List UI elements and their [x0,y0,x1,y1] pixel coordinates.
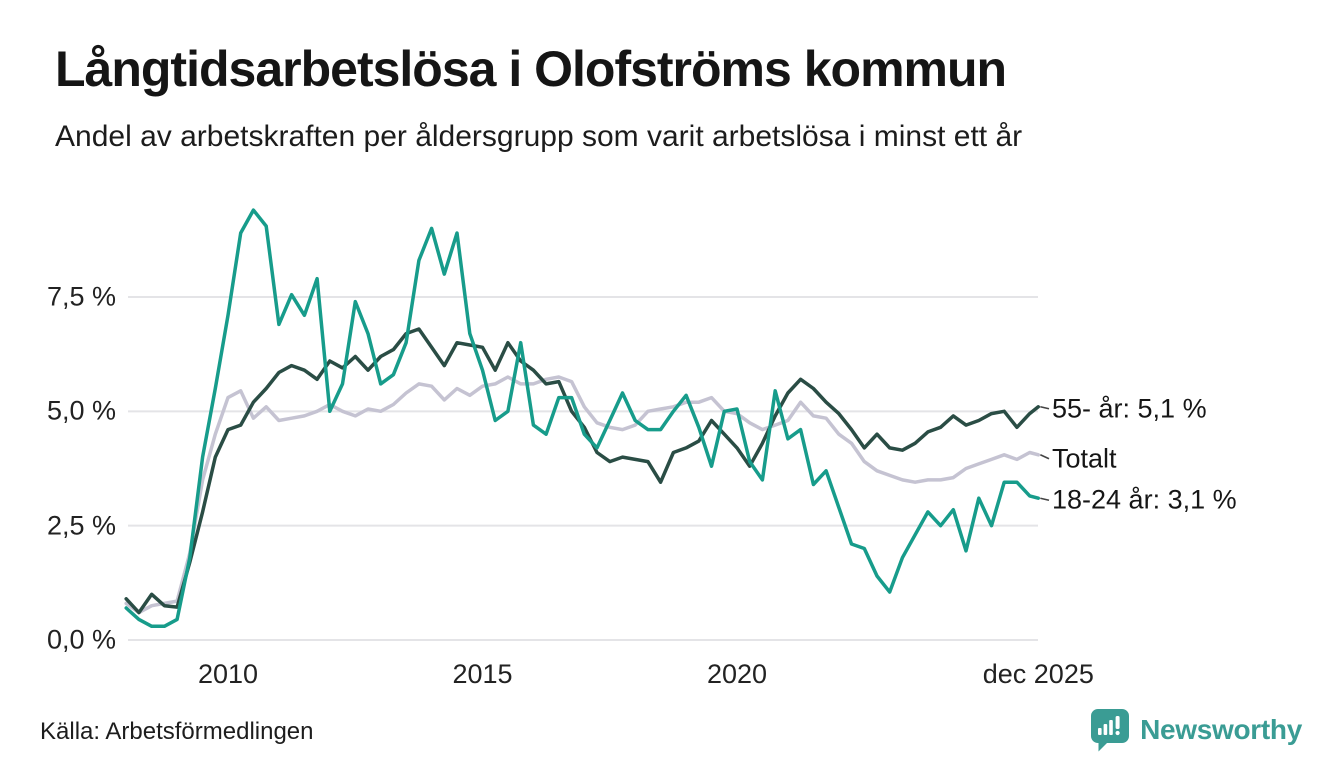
connector-18-24-ar [1040,497,1050,502]
end-label-totalt: Totalt [1052,443,1117,474]
x-tick-2020: 2020 [706,659,768,689]
logo-bar-medium [1103,724,1108,735]
x-tick-2015: 2015 [452,659,513,689]
connector-55-ar [1040,405,1050,410]
label-connectors [1039,405,1050,502]
logo-exclamation-dot [1115,730,1120,736]
series-line-totalt [124,375,1041,615]
page-subtitle: Andel av arbetskraften per åldersgrupp s… [55,120,1023,153]
connector-totalt [1039,454,1050,460]
gridlines [128,296,1038,641]
newsworthy-wordmark: Newsworthy [1140,714,1302,745]
newsworthy-brand: Newsworthy [1090,708,1302,752]
y-tick-7-5: 7,5 % [46,281,116,312]
x-tick-2010: 2010 [197,659,259,689]
logo-bar-tall [1109,720,1113,735]
end-label-18-24-ar: 18-24 år: 3,1 % [1052,484,1237,515]
logo-bar-short [1098,728,1102,735]
newsworthy-logo-icon [1091,709,1130,752]
x-tick-dec-2025: dec 2025 [982,659,1094,689]
logo-exclamation-bar [1115,716,1120,729]
series-line-18-24-ar [124,208,1041,629]
page-title: Långtidsarbetslösa i Olofströms kommun [55,41,1007,97]
y-tick-5-0: 5,0 % [46,395,116,426]
end-label-55-ar: 55- år: 5,1 % [1052,393,1207,424]
series-line-55-ar [124,327,1041,615]
source-note: Källa: Arbetsförmedlingen [40,718,314,745]
y-tick-0-0: 0,0 % [46,624,116,655]
y-tick-2-5: 2,5 % [46,510,116,541]
series-lines [124,208,1041,629]
